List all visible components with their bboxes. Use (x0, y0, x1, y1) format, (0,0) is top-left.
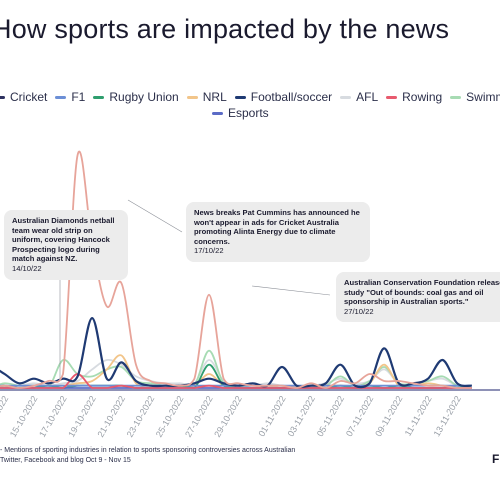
x-tick-label: 11-11-2022 (403, 394, 434, 438)
legend-label: Swimming (466, 90, 500, 104)
legend-item-nrl: NRL (186, 90, 227, 104)
logo: F (492, 452, 500, 466)
series-lines (0, 150, 472, 389)
legend-row-1: Cricket F1 Rugby Union NRL Football/socc… (0, 89, 500, 105)
series-line-afl (0, 358, 472, 388)
x-tick-label: 15-10-2022 (8, 394, 40, 439)
footer-line-1: - Mentions of sporting industries in rel… (0, 447, 296, 454)
annotation-text: Australian Conservation Foundation relea… (344, 278, 500, 307)
legend-label: Rugby Union (109, 90, 179, 104)
legend-item-esports: Esports (212, 106, 269, 120)
chart-title: How sports are impacted by the news (0, 14, 450, 44)
x-tick-label: 17-10-2022 (37, 394, 69, 439)
legend-swatch-f1 (55, 95, 67, 99)
annotation-netball: Australian Diamonds netball team wear ol… (4, 210, 128, 280)
legend-swatch-rowing (386, 95, 398, 99)
annotation-text: News breaks Pat Cummins has announced he… (194, 208, 360, 246)
legend-item-swimming: Swimming (450, 90, 500, 104)
legend-swatch-swimming (450, 95, 462, 99)
x-tick-label: 29-10-2022 (212, 394, 244, 439)
footer-note: - Mentions of sporting industries in rel… (0, 446, 295, 465)
legend-item-afl: AFL (340, 90, 378, 104)
legend-swatch-football (234, 95, 246, 99)
annotation-text: Australian Diamonds netball team wear ol… (12, 216, 115, 264)
legend-item-rowing: Rowing (386, 90, 442, 104)
annotation-date: 14/10/22 (12, 263, 42, 273)
legend-label: AFL (356, 90, 379, 104)
x-tick-label: 27-10-2022 (183, 394, 215, 439)
x-tick-label: 25-10-2022 (154, 394, 186, 439)
annotation-date: 27/10/22 (344, 306, 374, 316)
legend-swatch-nrl (186, 95, 198, 99)
x-tick-label: 21-10-2022 (95, 394, 127, 439)
annotation-connector (251, 285, 331, 296)
x-tick-label: 09-11-2022 (373, 394, 404, 438)
footer-line-2: Twitter, Facebook and blog Oct 9 - Nov 1… (0, 456, 131, 464)
legend-label: F1 (71, 90, 86, 104)
series-line-football-soccer (0, 316, 472, 389)
x-tick-label: 03-11-2022 (286, 394, 317, 438)
legend-label: Rowing (402, 90, 443, 104)
legend-row-2: Esports (0, 105, 500, 121)
x-tick-label: 23-10-2022 (125, 394, 157, 439)
legend-label: Cricket (10, 90, 48, 104)
annotation-connectors (59, 199, 331, 378)
x-axis-ticks: 13-10-202215-10-202217-10-202219-10-2022… (0, 394, 463, 439)
legend-swatch-cricket (0, 95, 5, 99)
legend-label: NRL (202, 90, 227, 104)
annotation-date: 17/10/22 (194, 246, 224, 256)
legend-swatch-afl (340, 95, 352, 99)
legend-item-football: Football/soccer (234, 90, 333, 104)
legend-swatch-esports (212, 111, 223, 115)
legend-swatch-rugby-union (93, 95, 105, 99)
legend-label: Football/soccer (250, 90, 333, 104)
annotation-acf-study: Australian Conservation Foundation relea… (336, 272, 500, 323)
legend-item-cricket: Cricket (0, 90, 47, 104)
annotation-cummins: News breaks Pat Cummins has announced he… (186, 202, 370, 262)
legend-item-f1: F1 (55, 90, 85, 104)
x-tick-label: 07-11-2022 (344, 394, 375, 438)
x-tick-label: 13-11-2022 (432, 394, 463, 438)
legend: Cricket F1 Rugby Union NRL Football/socc… (0, 89, 500, 121)
x-tick-label: 05-11-2022 (315, 394, 346, 438)
legend-item-rugby-union: Rugby Union (93, 90, 179, 104)
annotation-connector (127, 199, 183, 233)
x-tick-label: 19-10-2022 (66, 394, 98, 439)
legend-label: Esports (228, 106, 269, 120)
x-tick-label: 01-11-2022 (256, 394, 287, 438)
